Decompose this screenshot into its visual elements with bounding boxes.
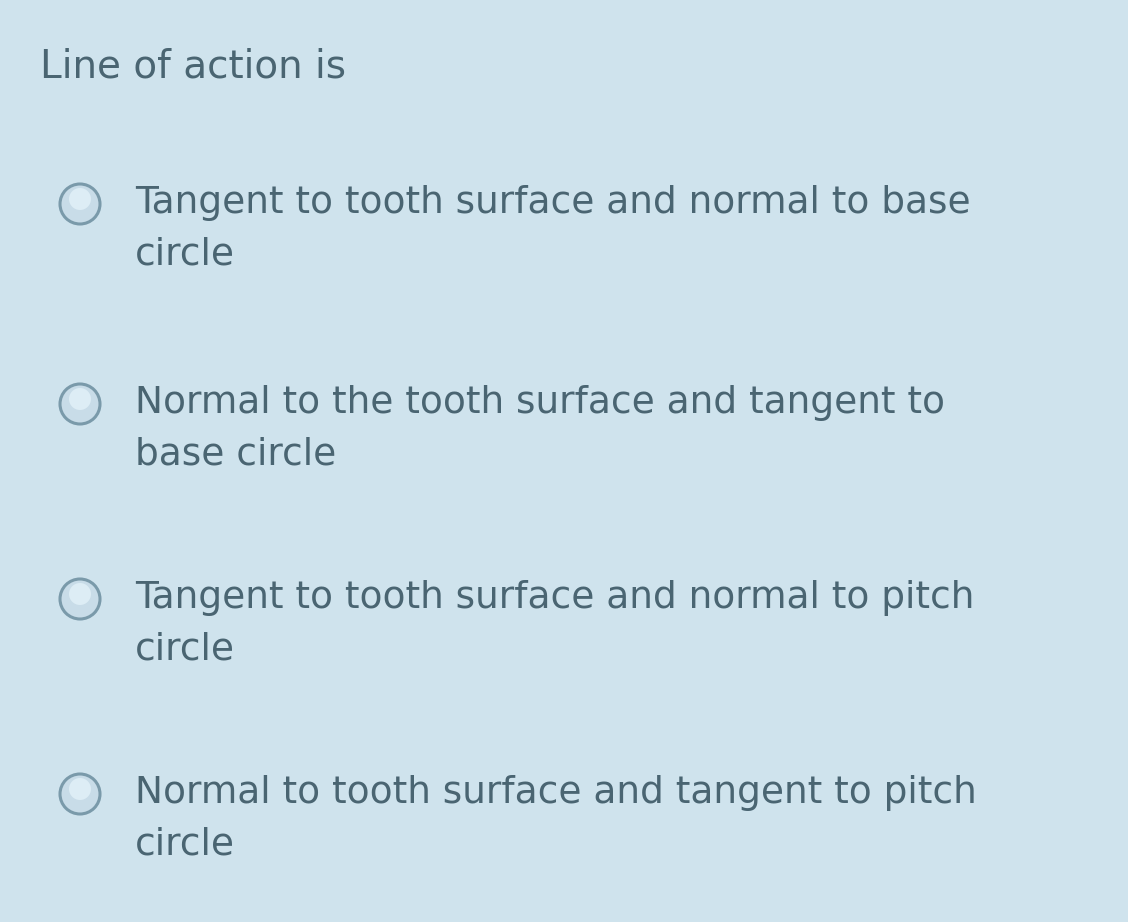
Circle shape (69, 778, 91, 800)
Text: Normal to tooth surface and tangent to pitch
circle: Normal to tooth surface and tangent to p… (135, 775, 977, 862)
Circle shape (69, 388, 91, 410)
Text: Tangent to tooth surface and normal to base
circle: Tangent to tooth surface and normal to b… (135, 185, 970, 272)
Circle shape (60, 184, 100, 224)
Circle shape (60, 384, 100, 424)
Text: Line of action is: Line of action is (39, 48, 346, 86)
Circle shape (60, 579, 100, 619)
Text: Tangent to tooth surface and normal to pitch
circle: Tangent to tooth surface and normal to p… (135, 580, 975, 668)
Circle shape (69, 188, 91, 210)
Circle shape (69, 583, 91, 605)
Circle shape (60, 774, 100, 814)
Text: Normal to the tooth surface and tangent to
base circle: Normal to the tooth surface and tangent … (135, 385, 945, 472)
